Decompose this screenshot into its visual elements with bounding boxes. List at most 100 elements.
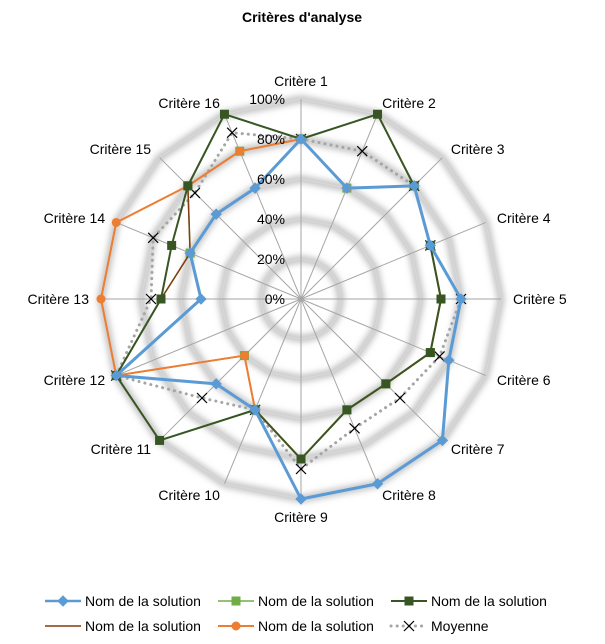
category-label: Critère 7 <box>451 441 505 457</box>
data-point <box>373 109 383 119</box>
tick-label: 80% <box>257 131 285 147</box>
spoke <box>116 298 302 377</box>
legend: Nom de la solution Nom de la solution Nom … <box>45 593 547 634</box>
series-1 <box>110 133 467 505</box>
category-label: Critère 8 <box>382 487 436 503</box>
category-label: Critère 5 <box>513 291 567 307</box>
spoke <box>300 298 443 441</box>
category-label: Critère 2 <box>382 95 436 111</box>
spoke <box>223 298 302 484</box>
category-label: Critère 4 <box>497 210 551 226</box>
data-point <box>424 239 437 252</box>
data-point <box>455 293 467 305</box>
category-label: Critère 1 <box>274 73 328 89</box>
category-label: Critère 6 <box>497 372 551 388</box>
data-point <box>183 181 193 191</box>
data-point <box>210 378 222 390</box>
category-label: Critère 15 <box>90 141 152 157</box>
data-point <box>425 348 435 358</box>
data-point <box>436 434 449 447</box>
tick-label: 40% <box>257 211 285 227</box>
category-label: Critère 11 <box>91 441 152 457</box>
category-label: Critère 13 <box>28 291 90 307</box>
data-point <box>349 422 360 434</box>
legend-item: Moyenne <box>389 618 489 634</box>
legend-swatch-marker <box>231 621 241 631</box>
data-point <box>249 182 261 194</box>
data-point <box>196 392 208 404</box>
legend-item: Nom de la solution <box>218 593 374 609</box>
category-label: Critère 10 <box>158 487 220 503</box>
data-point <box>239 351 249 361</box>
category-label: Critère 14 <box>44 210 106 226</box>
spoke <box>300 157 443 300</box>
category-label: Critère 3 <box>451 141 505 157</box>
legend-item: Nom de la solution <box>391 593 547 609</box>
data-point <box>295 463 307 475</box>
spoke <box>300 298 379 484</box>
spoke <box>300 114 379 300</box>
legend-label: Nom de la solution <box>258 618 374 634</box>
legend-label: Nom de la solution <box>85 618 201 634</box>
radar-spokes <box>101 99 501 499</box>
series-line <box>115 113 442 460</box>
data-point <box>342 405 352 415</box>
spoke <box>300 298 486 377</box>
legend-item: Nom de la solution <box>218 618 374 634</box>
data-point <box>295 493 307 505</box>
spoke <box>159 298 302 441</box>
data-point <box>235 146 245 156</box>
legend-swatch-marker <box>403 620 415 632</box>
legend-item: Nom de la solution <box>45 618 201 634</box>
spoke <box>300 221 486 300</box>
legend-swatch-marker <box>57 595 69 607</box>
data-point <box>356 145 368 157</box>
data-point <box>436 294 446 304</box>
data-point <box>381 379 391 389</box>
spoke <box>223 114 302 300</box>
data-point <box>145 293 157 305</box>
data-point <box>155 435 165 445</box>
tick-label: 100% <box>249 91 285 107</box>
legend-item: Nom de la solution <box>45 593 201 609</box>
tick-label: 0% <box>265 291 285 307</box>
data-point <box>434 350 446 362</box>
legend-label: Moyenne <box>431 618 489 634</box>
data-point <box>184 247 196 259</box>
spoke <box>116 221 302 300</box>
category-label: Critère 12 <box>44 372 106 388</box>
series-layer <box>96 109 467 505</box>
data-point <box>167 240 177 250</box>
data-point <box>110 369 122 382</box>
data-point <box>249 404 261 416</box>
data-point <box>210 208 222 220</box>
legend-label: Nom de la solution <box>431 593 547 609</box>
data-point <box>96 294 106 304</box>
data-point <box>195 293 207 305</box>
tick-label: 60% <box>257 171 285 187</box>
data-point <box>295 133 307 145</box>
data-point <box>156 294 166 304</box>
legend-label: Nom de la solution <box>85 593 201 609</box>
data-point <box>394 392 406 404</box>
data-point <box>226 127 238 139</box>
category-label: Critère 9 <box>274 509 328 525</box>
radial-tick-labels: 0% 20% 40% 60% 80% 100% <box>249 91 285 307</box>
data-point <box>147 232 159 244</box>
data-point <box>371 478 384 490</box>
data-point <box>296 454 306 464</box>
legend-swatch-marker <box>404 596 414 606</box>
data-point <box>443 354 455 366</box>
chart-title: Critères d'analyse <box>242 9 362 25</box>
data-point <box>408 180 420 192</box>
tick-label: 20% <box>257 251 285 267</box>
spoke <box>159 157 302 300</box>
legend-swatch-marker <box>231 596 241 606</box>
category-labels: Critère 1 Critère 2 Critère 3 Critère 4 Crit… <box>28 73 567 525</box>
category-label: Critère 16 <box>158 95 220 111</box>
data-point <box>341 182 353 194</box>
legend-label: Nom de la solution <box>258 593 374 609</box>
data-point <box>111 217 121 227</box>
data-point <box>219 109 229 119</box>
